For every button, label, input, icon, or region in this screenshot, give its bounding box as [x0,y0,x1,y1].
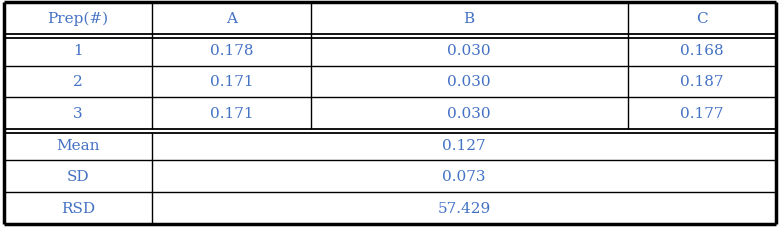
Text: C: C [696,12,707,26]
Text: 3: 3 [73,106,83,121]
Text: 0.030: 0.030 [448,75,491,89]
Text: Mean: Mean [56,138,100,152]
Text: 0.178: 0.178 [210,44,254,58]
Text: 0.187: 0.187 [680,75,724,89]
Text: 0.171: 0.171 [210,106,254,121]
Text: 0.177: 0.177 [680,106,724,121]
Text: Prep(#): Prep(#) [48,12,108,26]
Text: 0.127: 0.127 [442,138,486,152]
Text: 1: 1 [73,44,83,58]
Text: 0.030: 0.030 [448,44,491,58]
Text: B: B [463,12,475,26]
Text: 2: 2 [73,75,83,89]
Text: 0.171: 0.171 [210,75,254,89]
Text: 0.168: 0.168 [680,44,724,58]
Text: RSD: RSD [61,201,95,215]
Text: A: A [226,12,237,26]
Text: SD: SD [67,169,90,183]
Text: 0.030: 0.030 [448,106,491,121]
Text: 57.429: 57.429 [438,201,491,215]
Text: 0.073: 0.073 [442,169,486,183]
